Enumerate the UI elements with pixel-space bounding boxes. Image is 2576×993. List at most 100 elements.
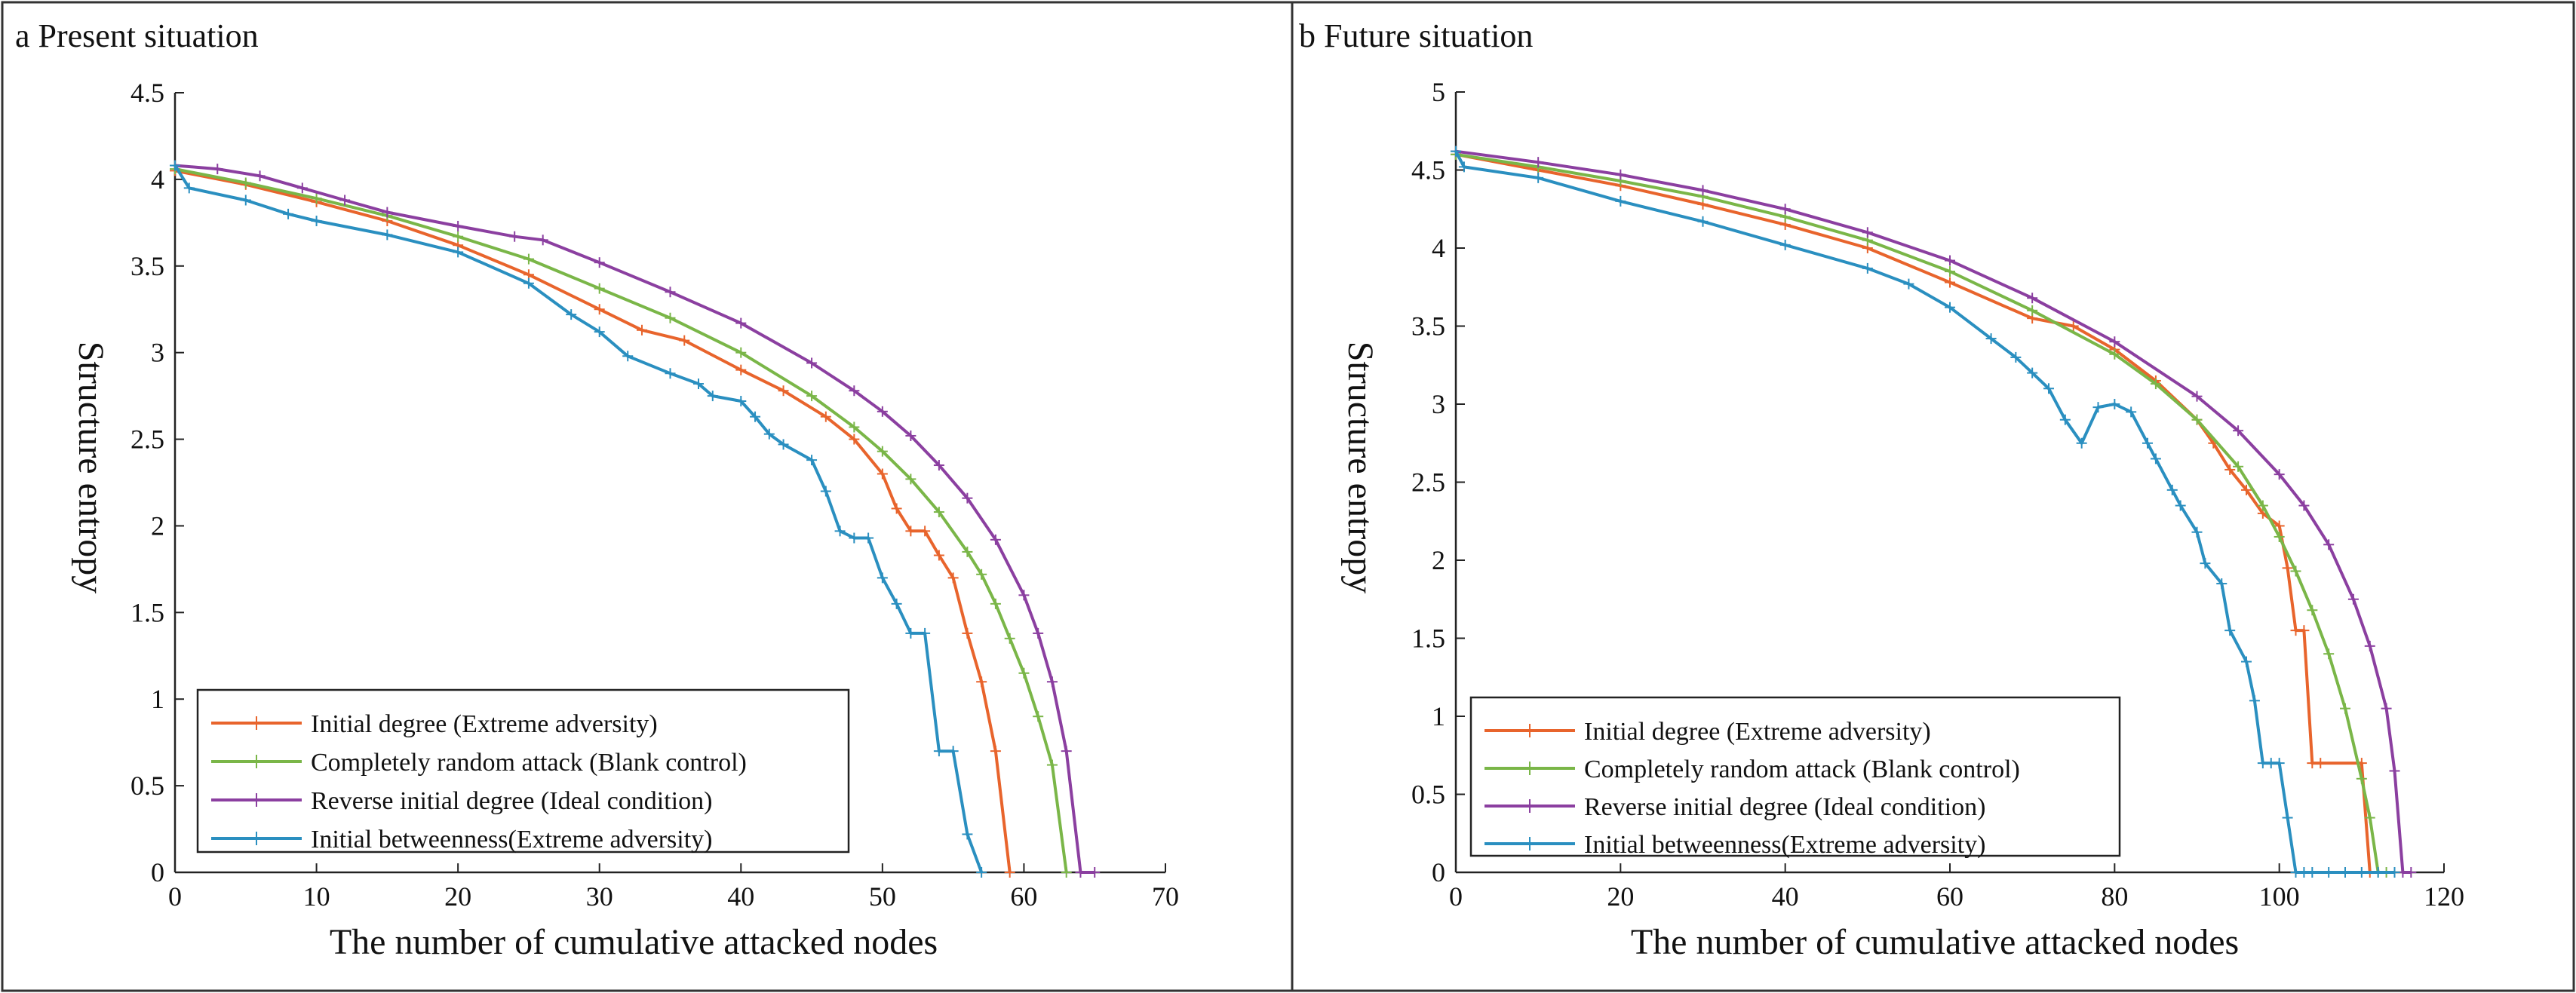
panel-b-series-3-point <box>2191 391 2203 402</box>
panel-a-series-4-point <box>240 195 251 206</box>
panel-b-series-4-point <box>2249 695 2260 706</box>
panel-a-series-4-point <box>311 216 322 227</box>
panel-b-series-2-point <box>2257 500 2268 511</box>
panel-a-series-1-point <box>933 550 944 561</box>
panel-a-series-4-point <box>594 326 605 338</box>
panel-a-ytick-label: 3.5 <box>130 251 164 281</box>
panel-b-series-2-point <box>2027 305 2038 316</box>
panel-a-legend-label: Initial betweenness(Extreme adversity) <box>311 826 712 854</box>
panel-b-series-3-point <box>2389 765 2400 777</box>
panel-b-series-4-point <box>1945 302 1955 313</box>
panel-b-series-4-point <box>2224 625 2236 636</box>
panel-a-series-3-point <box>453 220 464 231</box>
panel-a-series-4-point <box>693 379 705 390</box>
panel-a-series-4-point <box>665 368 676 379</box>
panel-b: b Future situation The number of cumulat… <box>1299 17 2464 962</box>
panel-b-series-4-point <box>2027 367 2038 379</box>
panel-a-series-3-point <box>735 317 747 329</box>
panel-a-series-1-point <box>778 385 789 397</box>
panel-b-series-1-point <box>2224 464 2236 475</box>
panel-a-xlabel: The number of cumulative attacked nodes <box>330 922 938 962</box>
panel-a-series-3-point <box>509 231 520 242</box>
panel-b-series-4-point <box>2166 484 2178 495</box>
panel-a-legend-label: Completely random attack (Blank control) <box>311 749 747 777</box>
panel-a-series-2-line <box>174 167 1068 873</box>
panel-a-legend: Initial degree (Extreme adversity) Comple… <box>196 688 850 854</box>
panel-b-legend-label: Reverse initial degree (Ideal condition) <box>1584 793 1985 821</box>
panel-a-series-4-point <box>891 598 902 609</box>
panel-a-series-1-point <box>820 411 831 422</box>
panel-a-series-2-point <box>976 569 987 580</box>
panel-b-xtick-label: 40 <box>1772 881 1799 912</box>
panel-b-series-4-point <box>2282 812 2293 823</box>
panel-a-series-3-point <box>1089 867 1101 878</box>
panel-a-ytick-label: 4.5 <box>130 78 164 108</box>
panel-a-series-2-point <box>849 421 860 433</box>
panel-b-xtick-label: 120 <box>2424 881 2464 912</box>
panel-b-series-3-point <box>2233 425 2244 437</box>
panel-a-legend-box <box>196 688 850 854</box>
panel-a-series-4-point <box>976 867 987 878</box>
panel-b-series-3-point <box>1779 204 1791 215</box>
panel-b-ytick-label: 2.5 <box>1411 467 1445 498</box>
panel-a-ytick-label: 4 <box>151 164 164 195</box>
panel-a-series-4-point <box>750 411 761 422</box>
panel-b-series-4-point <box>2092 402 2104 413</box>
panel-a-series-2-point <box>1018 667 1030 679</box>
panel-a-series-2-point <box>877 446 888 457</box>
panel-b-series-3 <box>1451 146 2417 878</box>
panel-a-xtick-label: 60 <box>1010 881 1037 912</box>
panel-b-legend-label: Initial betweenness(Extreme adversity) <box>1584 831 1985 859</box>
panel-b-legend-item: Initial betweenness(Extreme adversity) <box>1485 831 1985 859</box>
panel-b-series-3-point <box>1862 227 1873 238</box>
panel-b-series-4-point <box>2109 399 2120 409</box>
panel-a-series-4-point <box>962 829 973 840</box>
panel-a-series-2-point <box>962 546 973 557</box>
panel-b-series-2-point <box>2274 531 2285 542</box>
panel-b-series-1-line <box>1455 152 2372 873</box>
panel-b-series-1-point <box>2241 484 2252 495</box>
panel-b-series-3-point <box>2381 703 2392 714</box>
panel-a-series-3-point <box>594 257 605 268</box>
panel-b-series-3-point <box>1615 169 1626 180</box>
panel-b-series-3-point <box>2109 336 2120 348</box>
panel-b-series-3-point <box>2347 593 2359 605</box>
panel-a-legend-item: Completely random attack (Blank control) <box>211 749 747 777</box>
panel-a-series-1-point <box>594 304 605 315</box>
panel-b-ytick-label: 5 <box>1432 77 1445 107</box>
panel-b-xtick-label: 100 <box>2259 881 2300 912</box>
panel-a-series-4-point <box>183 182 195 194</box>
panel-a-legend-marker <box>250 832 263 845</box>
panel-a-series-2-point <box>933 507 944 518</box>
panel-a-series-2-point <box>990 598 1001 609</box>
panel-b-series-4-point <box>1533 172 1544 183</box>
panel-a-legend-marker <box>250 755 263 768</box>
panel-a-series-2-point <box>240 177 251 188</box>
panel-a-ytick-label: 0.5 <box>130 771 164 801</box>
panel-b-legend-label: Completely random attack (Blank control) <box>1584 755 2020 783</box>
panel-a-series-2 <box>170 164 1072 878</box>
panel-b-series-3-point <box>1533 157 1544 168</box>
panel-a-series-2-point <box>594 283 605 294</box>
panel-b-ylabel: Structure entropy <box>1340 342 1380 594</box>
panel-a-legend-item: Initial betweenness(Extreme adversity) <box>211 826 712 854</box>
panel-a-series-4-point <box>622 351 634 362</box>
panel-b-series-2-point <box>2150 379 2161 390</box>
panel-b-series-1-point <box>2315 758 2326 769</box>
panel-a-legend-label: Reverse initial degree (Ideal condition) <box>311 787 712 815</box>
panel-a-series-1-point <box>679 335 690 346</box>
panel-a-ytick-label: 1 <box>151 684 164 714</box>
panel-a-series-3-point <box>296 182 308 194</box>
panel-a-series-1-point <box>891 503 902 514</box>
panel-b-ytick-label: 4.5 <box>1411 155 1445 185</box>
panel-a-series-4 <box>170 160 987 878</box>
panel-a-series-3-point <box>990 534 1001 545</box>
panel-a-series-4-point <box>283 208 294 219</box>
panel-b-ytick-label: 0.5 <box>1411 780 1445 810</box>
panel-a-series-3-point <box>1046 676 1058 688</box>
panel-b-series-2-point <box>2233 461 2244 472</box>
panel-a-series-4-point <box>566 309 577 320</box>
panel-b-series-2-point <box>2364 812 2375 823</box>
panel-b-series-4-point <box>2389 867 2400 878</box>
panel-a-series-4-point <box>778 439 789 450</box>
